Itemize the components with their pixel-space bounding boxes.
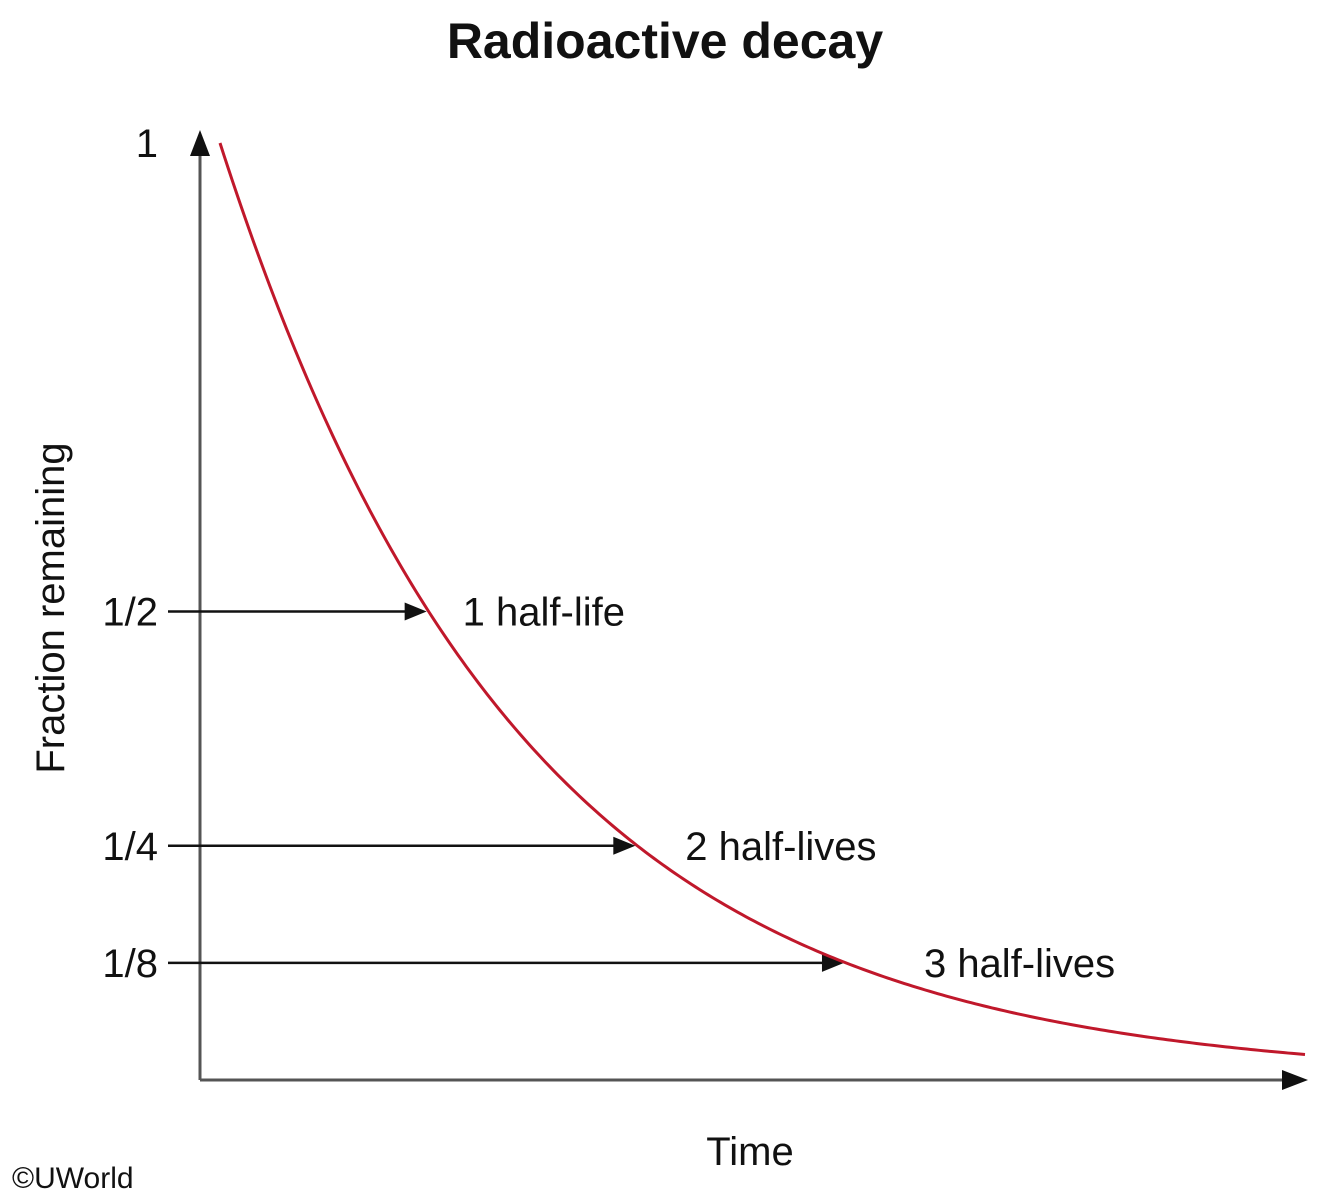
annotation-labels: 1 half-life 2 half-lives 3 half-lives [463, 591, 1116, 986]
half-life-label: 1 half-life [463, 591, 625, 635]
y-tick-label: 1 [136, 122, 158, 166]
half-life-arrowhead [404, 602, 427, 621]
y-tick-label: 1/8 [102, 942, 158, 986]
x-axis-label: Time [706, 1130, 793, 1174]
copyright-notice: ©UWorld [12, 1162, 134, 1195]
half-life-arrowhead [821, 953, 844, 972]
half-life-arrows [168, 602, 844, 972]
y-axis-label: Fraction remaining [29, 442, 73, 773]
x-axis-arrowhead [1282, 1070, 1308, 1090]
half-life-label: 3 half-lives [924, 942, 1115, 986]
y-tick-label: 1/2 [102, 591, 158, 635]
half-life-label: 2 half-lives [685, 825, 876, 869]
half-life-arrowhead [613, 836, 636, 855]
decay-curve-group [218, 142, 1306, 1057]
chart-title: Radioactive decay [447, 13, 884, 69]
axes [190, 130, 1308, 1090]
y-tick-label: 1/4 [102, 825, 158, 869]
decay-curve [218, 142, 1306, 1057]
y-axis-arrowhead [190, 130, 210, 156]
y-tick-labels: 1 1/2 1/4 1/8 [102, 122, 158, 986]
